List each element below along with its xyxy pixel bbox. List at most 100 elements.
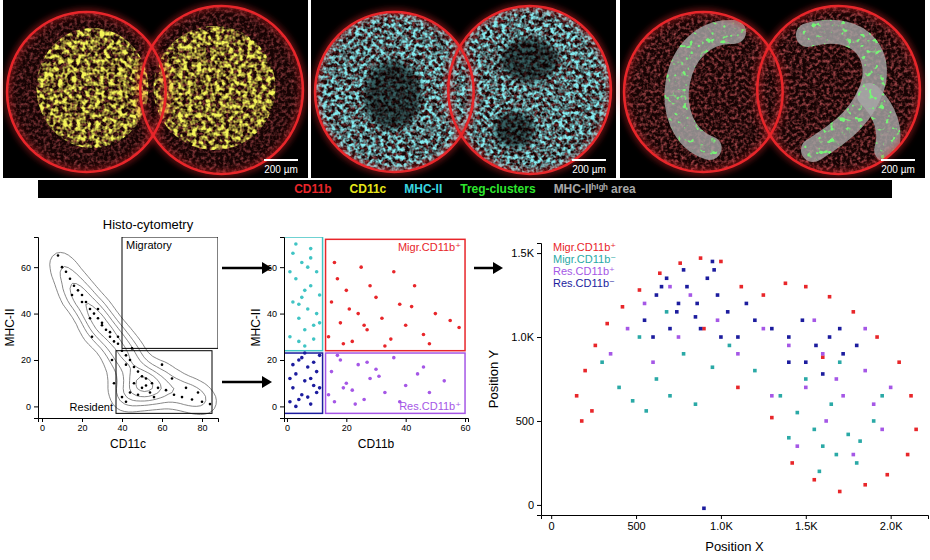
data-point <box>804 285 808 289</box>
figure-canvas: 200 µm200 µm200 µmCD11bCD11cMHC-IITreg-c… <box>0 0 930 560</box>
data-point <box>398 302 402 306</box>
data-point <box>694 315 698 319</box>
data-point <box>121 396 124 399</box>
data-point <box>762 327 766 331</box>
data-point <box>377 374 381 378</box>
y-axis-title: MHC-II <box>249 309 263 347</box>
tick: 1.5K <box>511 247 541 259</box>
cd11b-speckle <box>3 0 308 178</box>
tick: 500 <box>516 415 541 427</box>
panel-background <box>3 0 308 178</box>
data-point <box>365 361 369 365</box>
data-point <box>153 396 156 399</box>
tick-label: 20 <box>342 423 352 433</box>
tick-label: 1.0K <box>710 520 733 532</box>
data-point <box>736 352 740 356</box>
tick: 0 <box>40 418 45 433</box>
y-axis-title: MHC-II <box>3 309 17 347</box>
data-point <box>404 323 408 327</box>
image-panel: 200 µm <box>311 0 616 178</box>
data-point <box>580 419 584 423</box>
data-point <box>181 396 184 399</box>
data-point <box>306 365 310 369</box>
data-point <box>81 301 84 304</box>
data-point <box>814 344 818 348</box>
data-point <box>109 331 112 334</box>
data-point <box>151 382 154 385</box>
chart: 05001.0K1.5K2.0K05001.0K1.5KPosition XPo… <box>486 241 929 554</box>
data-point <box>818 470 822 474</box>
data-point <box>145 384 148 387</box>
tick-label: 1.5K <box>795 520 818 532</box>
gate-label: Resident <box>70 401 113 413</box>
gate <box>326 239 465 350</box>
data-point <box>590 409 594 413</box>
data-point <box>288 377 292 381</box>
data-point <box>855 461 859 465</box>
legend-entry: Res.CD11b⁻ <box>553 277 615 289</box>
tick-mark <box>537 253 541 254</box>
data-point <box>897 360 901 364</box>
data-point <box>583 369 587 373</box>
data-point <box>422 365 426 369</box>
data-point <box>434 312 438 316</box>
data-point <box>312 361 316 365</box>
data-point <box>149 391 152 394</box>
data-point <box>914 428 918 432</box>
x-axis-title: CD11c <box>110 437 146 451</box>
x-axis-title: CD11b <box>358 437 395 451</box>
data-point <box>442 379 446 383</box>
data-point <box>318 354 322 358</box>
scale-bar <box>881 159 915 161</box>
data-point <box>404 384 408 388</box>
data-point <box>631 399 635 403</box>
data-point <box>294 372 298 376</box>
density-contour <box>86 304 161 397</box>
axis: 05001.0K1.5K <box>511 244 541 516</box>
data-point <box>61 266 64 269</box>
data-point <box>790 461 794 465</box>
data-point <box>309 284 313 288</box>
gate <box>326 353 465 413</box>
data-point <box>297 316 301 320</box>
data-point <box>796 444 800 448</box>
data-point <box>909 394 913 398</box>
density-contour <box>60 267 206 407</box>
data-point <box>824 419 828 423</box>
data-point <box>209 403 212 406</box>
data-point <box>835 453 839 457</box>
data-point <box>880 428 884 432</box>
data-point <box>711 365 715 369</box>
legend-entry: Migr.CD11b⁺ <box>553 241 616 253</box>
data-point <box>362 323 366 327</box>
data-point <box>829 402 833 406</box>
chart: Migr.CD11b⁺Res.CD11b⁺02040600204060CD11b… <box>249 237 471 451</box>
image-panel: 200 µm <box>3 0 308 178</box>
data-point <box>852 310 856 314</box>
data-point <box>855 344 859 348</box>
data-point <box>297 340 301 344</box>
legend-entry: Res.CD11b⁺ <box>553 265 615 277</box>
capsule-glow <box>140 6 303 174</box>
tick-label: 40 <box>21 309 31 319</box>
data-point <box>297 302 301 306</box>
data-point <box>906 453 910 457</box>
data-point <box>719 335 723 339</box>
tick-mark <box>280 314 284 315</box>
data-point <box>716 318 720 322</box>
data-point <box>787 344 791 348</box>
data-point <box>711 260 715 264</box>
data-point <box>303 351 307 355</box>
tick: 0 <box>272 402 284 412</box>
data-point <box>660 285 664 289</box>
data-point <box>111 359 114 362</box>
axis: 020406080 <box>39 418 219 433</box>
data-point <box>779 394 783 398</box>
data-point <box>726 310 730 314</box>
tick: 80 <box>197 418 207 433</box>
tick-label: 80 <box>197 423 207 433</box>
cd11c-signal <box>153 26 275 150</box>
tick: 40 <box>401 418 411 433</box>
tick: 0 <box>528 499 541 511</box>
tick-label: 60 <box>461 423 471 433</box>
